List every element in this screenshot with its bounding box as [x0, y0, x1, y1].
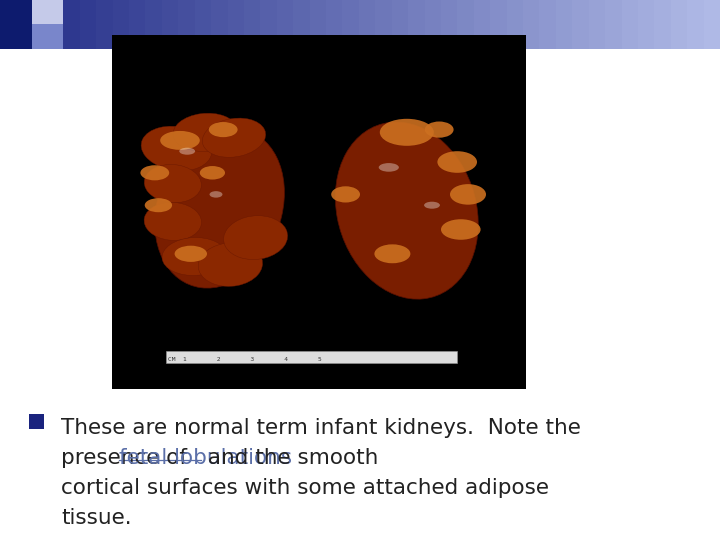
- Bar: [293, 0, 311, 49]
- Text: CM  1        2        3        4        5: CM 1 2 3 4 5: [168, 356, 323, 362]
- Bar: [671, 0, 688, 49]
- Bar: [457, 0, 475, 49]
- Bar: [0, 0, 32, 49]
- Bar: [179, 0, 196, 49]
- Bar: [244, 0, 262, 49]
- Ellipse shape: [425, 122, 454, 138]
- Bar: [326, 0, 344, 49]
- Bar: [29, 414, 44, 429]
- Ellipse shape: [202, 118, 266, 157]
- Ellipse shape: [380, 119, 433, 146]
- Ellipse shape: [179, 147, 195, 154]
- Text: presence of: presence of: [61, 448, 194, 468]
- Bar: [32, 24, 63, 49]
- Bar: [375, 0, 393, 49]
- Bar: [556, 0, 574, 49]
- Ellipse shape: [145, 198, 172, 212]
- Ellipse shape: [438, 151, 477, 173]
- Ellipse shape: [141, 126, 212, 171]
- Ellipse shape: [209, 122, 238, 137]
- Ellipse shape: [224, 215, 287, 260]
- Bar: [605, 0, 623, 49]
- Bar: [441, 0, 459, 49]
- Text: cortical surfaces with some attached adipose: cortical surfaces with some attached adi…: [61, 478, 549, 498]
- Bar: [32, 0, 63, 24]
- Text: These are normal term infant kidneys.  Note the: These are normal term infant kidneys. No…: [61, 418, 581, 438]
- Ellipse shape: [198, 243, 263, 286]
- Text: fetal lobulations: fetal lobulations: [119, 448, 292, 468]
- Bar: [408, 0, 426, 49]
- Bar: [359, 0, 377, 49]
- Bar: [112, 0, 130, 49]
- Bar: [523, 0, 541, 49]
- Bar: [211, 0, 229, 49]
- Bar: [276, 0, 294, 49]
- Ellipse shape: [424, 201, 440, 208]
- Bar: [539, 0, 557, 49]
- Ellipse shape: [331, 186, 360, 202]
- Ellipse shape: [162, 238, 227, 275]
- Ellipse shape: [175, 246, 207, 262]
- Ellipse shape: [379, 163, 399, 172]
- Bar: [145, 0, 163, 49]
- Bar: [425, 0, 442, 49]
- Bar: [621, 0, 639, 49]
- Ellipse shape: [199, 166, 225, 179]
- Bar: [112, 35, 526, 389]
- Text: tissue.: tissue.: [61, 508, 132, 528]
- Bar: [194, 0, 212, 49]
- Text: and the smooth: and the smooth: [201, 448, 379, 468]
- Bar: [310, 0, 328, 49]
- Bar: [162, 0, 180, 49]
- Ellipse shape: [450, 184, 486, 205]
- Bar: [63, 0, 81, 49]
- Bar: [654, 0, 672, 49]
- Bar: [703, 0, 720, 49]
- Ellipse shape: [155, 127, 284, 288]
- Bar: [638, 0, 656, 49]
- Bar: [507, 0, 524, 49]
- Bar: [572, 0, 590, 49]
- Ellipse shape: [210, 191, 222, 198]
- Bar: [129, 0, 147, 49]
- Bar: [392, 0, 410, 49]
- Ellipse shape: [374, 244, 410, 263]
- Bar: [228, 0, 246, 49]
- Ellipse shape: [140, 165, 169, 180]
- Bar: [589, 0, 606, 49]
- Bar: [80, 0, 98, 49]
- Bar: [474, 0, 492, 49]
- Ellipse shape: [144, 165, 202, 202]
- Ellipse shape: [173, 113, 238, 151]
- Bar: [261, 0, 278, 49]
- Bar: [687, 0, 705, 49]
- Bar: [166, 351, 457, 363]
- Bar: [490, 0, 508, 49]
- Bar: [96, 0, 114, 49]
- Ellipse shape: [160, 131, 200, 150]
- Ellipse shape: [441, 219, 481, 240]
- Ellipse shape: [144, 202, 202, 240]
- Ellipse shape: [336, 122, 478, 299]
- Bar: [343, 0, 360, 49]
